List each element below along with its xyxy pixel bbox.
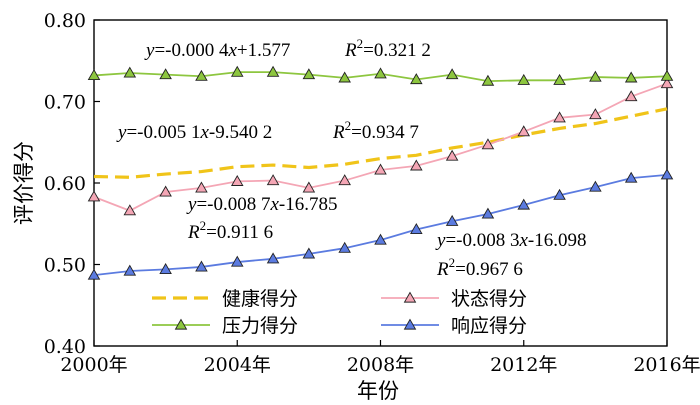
legend-item: 状态得分	[381, 288, 527, 310]
r-squared-label: R2=0.911 6	[187, 218, 273, 243]
data-point	[302, 68, 316, 80]
regression-equation: y=-0.008 3x-16.098	[435, 230, 587, 251]
data-point	[410, 73, 423, 85]
y-tick-label: 0.50	[44, 255, 86, 277]
y-axis-ticks: 0.80 0.70 0.60 0.50 0.40	[44, 10, 100, 358]
legend-label: 压力得分	[222, 315, 298, 337]
data-point	[87, 190, 101, 202]
x-tick-label: 2000年	[60, 354, 127, 376]
series-layer	[87, 65, 674, 280]
data-point	[302, 181, 316, 193]
legend-item: 健康得分	[152, 288, 298, 310]
data-point	[266, 252, 280, 264]
data-point	[195, 69, 208, 81]
r-squared-label: R2=0.934 7	[332, 118, 419, 143]
data-point	[87, 268, 101, 280]
series-3	[87, 65, 674, 86]
data-point	[195, 260, 208, 272]
data-point	[624, 71, 638, 83]
legend-label: 状态得分	[451, 288, 527, 310]
y-tick-label: 0.60	[44, 173, 86, 195]
regression-annotations: y=-0.000 4x+1.577 R2=0.321 2 y=-0.005 1x-9…	[116, 36, 587, 280]
data-point	[230, 65, 244, 77]
regression-equation: y=-0.000 4x+1.577	[144, 40, 290, 61]
data-point	[87, 69, 101, 80]
data-point	[517, 198, 531, 210]
data-point	[159, 68, 172, 80]
legend-marker	[403, 291, 417, 303]
x-tick-label: 2004年	[204, 354, 271, 376]
data-point	[553, 111, 566, 123]
regression-equation: y=-0.008 7x-16.785	[186, 194, 338, 215]
series-line	[93, 107, 668, 179]
series-4	[87, 168, 674, 280]
y-tick-label: 0.80	[44, 10, 86, 32]
data-point	[445, 149, 459, 161]
data-point	[660, 69, 674, 81]
legend-marker	[403, 318, 417, 330]
y-axis-label: 评价得分	[12, 141, 36, 225]
data-point	[660, 168, 674, 180]
data-point	[410, 159, 423, 171]
x-axis-label: 年份	[357, 379, 399, 403]
x-tick-label: 2012年	[490, 354, 557, 376]
data-point	[445, 214, 459, 226]
data-point	[481, 138, 495, 150]
legend-item: 压力得分	[152, 315, 298, 337]
data-point	[123, 264, 137, 276]
series-line	[93, 82, 668, 212]
data-point	[302, 247, 316, 259]
data-point	[338, 174, 351, 186]
data-point	[338, 241, 351, 253]
data-point	[624, 171, 638, 183]
data-point	[410, 223, 423, 235]
data-point	[624, 90, 638, 102]
x-axis-ticks: 2000年 2004年 2008年 2012年 2016年	[60, 340, 700, 376]
data-point	[589, 108, 602, 120]
regression-equation: y=-0.005 1x-9.540 2	[116, 122, 272, 143]
data-point	[266, 65, 280, 77]
data-point	[445, 68, 459, 80]
r-squared-label: R2=0.967 6	[436, 255, 523, 280]
data-point	[374, 233, 387, 245]
data-point	[159, 262, 172, 274]
y-tick-label: 0.40	[44, 336, 86, 358]
legend-marker	[174, 318, 188, 330]
data-point	[123, 66, 137, 78]
data-point	[374, 163, 387, 175]
data-point	[266, 174, 280, 186]
data-point	[123, 204, 137, 216]
data-point	[517, 125, 531, 137]
data-point	[230, 174, 244, 186]
data-point	[517, 73, 531, 85]
data-point	[553, 73, 566, 85]
legend-item: 响应得分	[381, 315, 527, 337]
data-point	[589, 180, 602, 192]
data-point	[374, 67, 387, 79]
data-point	[481, 207, 495, 219]
data-point	[660, 77, 674, 89]
data-point	[481, 74, 495, 86]
series-1	[93, 107, 668, 179]
legend-label: 健康得分	[222, 288, 298, 310]
data-point	[553, 188, 566, 200]
y-tick-label: 0.70	[44, 92, 86, 114]
data-point	[589, 70, 602, 82]
data-point	[195, 181, 208, 193]
r-squared-label: R2=0.321 2	[344, 36, 431, 61]
legend-label: 响应得分	[451, 315, 527, 337]
data-point	[230, 255, 244, 267]
x-tick-label: 2008年	[347, 354, 414, 376]
data-point	[159, 185, 172, 197]
data-point	[338, 71, 351, 83]
series-2	[87, 77, 674, 216]
x-tick-label: 2016年	[633, 354, 700, 376]
